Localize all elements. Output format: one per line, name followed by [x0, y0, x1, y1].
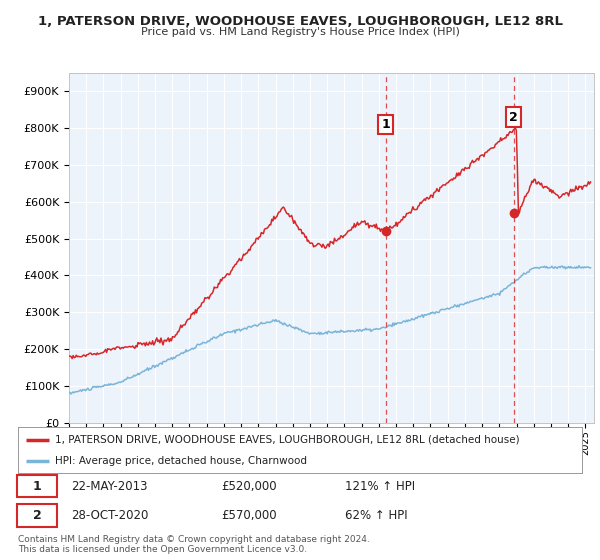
Text: 1, PATERSON DRIVE, WOODHOUSE EAVES, LOUGHBOROUGH, LE12 8RL: 1, PATERSON DRIVE, WOODHOUSE EAVES, LOUG… [37, 15, 563, 28]
Text: Price paid vs. HM Land Registry's House Price Index (HPI): Price paid vs. HM Land Registry's House … [140, 27, 460, 37]
FancyBboxPatch shape [17, 475, 58, 497]
Text: 2: 2 [509, 110, 518, 124]
Text: This data is licensed under the Open Government Licence v3.0.: This data is licensed under the Open Gov… [18, 545, 307, 554]
Text: 2: 2 [33, 509, 41, 522]
Text: £520,000: £520,000 [221, 479, 277, 493]
FancyBboxPatch shape [17, 505, 58, 527]
Text: 1, PATERSON DRIVE, WOODHOUSE EAVES, LOUGHBOROUGH, LE12 8RL (detached house): 1, PATERSON DRIVE, WOODHOUSE EAVES, LOUG… [55, 435, 519, 445]
Text: 1: 1 [33, 479, 41, 493]
Text: HPI: Average price, detached house, Charnwood: HPI: Average price, detached house, Char… [55, 456, 307, 466]
Text: 62% ↑ HPI: 62% ↑ HPI [345, 509, 408, 522]
Text: Contains HM Land Registry data © Crown copyright and database right 2024.: Contains HM Land Registry data © Crown c… [18, 535, 370, 544]
Text: 1: 1 [381, 118, 390, 131]
Text: £570,000: £570,000 [221, 509, 277, 522]
Text: 28-OCT-2020: 28-OCT-2020 [71, 509, 149, 522]
Text: 121% ↑ HPI: 121% ↑ HPI [345, 479, 415, 493]
Text: 22-MAY-2013: 22-MAY-2013 [71, 479, 148, 493]
